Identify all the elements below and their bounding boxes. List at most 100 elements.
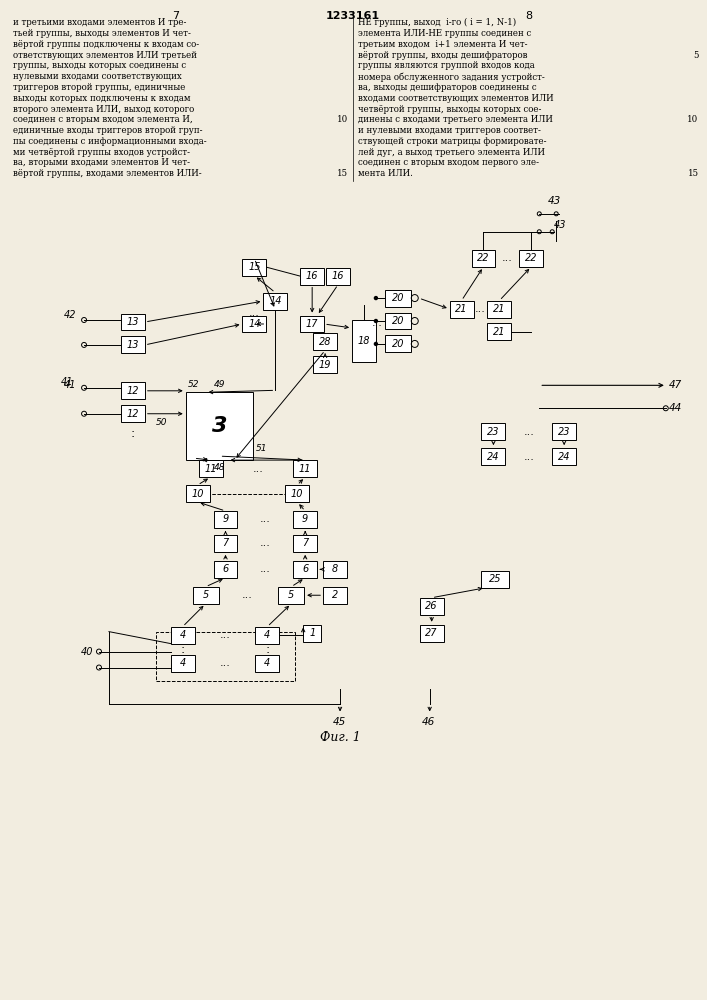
Text: 4: 4 — [180, 630, 186, 640]
Text: ...: ... — [372, 318, 383, 328]
Text: 17: 17 — [306, 319, 318, 329]
Text: 19: 19 — [319, 360, 332, 370]
Bar — [481, 571, 509, 588]
Text: соединен с вторым входом первого эле-: соединен с вторым входом первого эле- — [358, 158, 539, 167]
Bar — [121, 336, 145, 353]
Circle shape — [375, 342, 378, 345]
Text: 9: 9 — [223, 514, 228, 524]
Text: 8: 8 — [526, 11, 533, 21]
Text: 47: 47 — [669, 380, 682, 390]
Text: 41: 41 — [61, 377, 73, 387]
Text: 43: 43 — [548, 196, 561, 206]
Text: 13: 13 — [127, 317, 139, 327]
Text: 12: 12 — [127, 409, 139, 419]
Bar — [293, 535, 317, 552]
Bar — [186, 392, 253, 460]
Text: НЕ группы, выход  i-го ( i = 1, N-1): НЕ группы, выход i-го ( i = 1, N-1) — [358, 18, 516, 27]
Text: 20: 20 — [392, 339, 404, 349]
Bar — [481, 423, 506, 440]
Text: 13: 13 — [127, 340, 139, 350]
Text: 45: 45 — [332, 717, 346, 727]
Bar — [487, 323, 511, 340]
Bar — [170, 627, 194, 644]
Text: 1233161: 1233161 — [326, 11, 380, 21]
Text: 48: 48 — [214, 463, 226, 472]
Bar — [450, 301, 474, 318]
Bar — [121, 405, 145, 422]
Bar — [385, 290, 411, 307]
Text: 4: 4 — [180, 658, 186, 668]
Text: ...: ... — [260, 564, 271, 574]
Bar — [214, 511, 238, 528]
Text: и третьими входами элементов И тре-: и третьими входами элементов И тре- — [13, 18, 187, 27]
Text: 6: 6 — [302, 564, 308, 574]
Bar — [420, 598, 444, 615]
Text: 20: 20 — [392, 293, 404, 303]
Text: ствующей строки матрицы формировате-: ствующей строки матрицы формировате- — [358, 137, 547, 146]
Text: третьим входом  i+1 элемента И чет-: третьим входом i+1 элемента И чет- — [358, 40, 527, 49]
Text: номера обслуженного задания устройст-: номера обслуженного задания устройст- — [358, 72, 544, 82]
Bar — [326, 268, 350, 285]
Bar — [385, 335, 411, 352]
Text: второго элемента ИЛИ, выход которого: второго элемента ИЛИ, выход которого — [13, 105, 194, 114]
Text: 10: 10 — [291, 489, 303, 499]
Text: 15: 15 — [687, 169, 699, 178]
Text: ...: ... — [252, 464, 263, 474]
Text: 41: 41 — [64, 380, 76, 390]
Text: пы соединены с информационными входа-: пы соединены с информационными входа- — [13, 137, 207, 146]
Text: 26: 26 — [426, 601, 438, 611]
Bar — [313, 356, 337, 373]
Text: 5: 5 — [288, 590, 294, 600]
Bar — [186, 485, 209, 502]
Bar — [214, 561, 238, 578]
Text: выходы которых подключены к входам: выходы которых подключены к входам — [13, 94, 191, 103]
Text: и нулевыми входами триггеров соответ-: и нулевыми входами триггеров соответ- — [358, 126, 541, 135]
Bar — [192, 587, 218, 604]
Text: 23: 23 — [558, 427, 571, 437]
Text: ми четвёртой группы входов устройст-: ми четвёртой группы входов устройст- — [13, 148, 190, 157]
Bar — [323, 561, 347, 578]
Text: соединен с вторым входом элемента И,: соединен с вторым входом элемента И, — [13, 115, 193, 124]
Text: 14: 14 — [248, 319, 261, 329]
Text: 9: 9 — [302, 514, 308, 524]
Text: 15: 15 — [248, 262, 261, 272]
Bar — [199, 460, 223, 477]
Text: 43: 43 — [554, 220, 567, 230]
Text: 10: 10 — [337, 115, 348, 124]
Text: 40: 40 — [81, 647, 93, 657]
Text: вёртой группы, входы дешифраторов: вёртой группы, входы дешифраторов — [358, 51, 527, 60]
Bar — [472, 250, 496, 267]
Bar — [293, 460, 317, 477]
Text: 27: 27 — [426, 628, 438, 638]
Bar — [520, 250, 543, 267]
Text: 44: 44 — [669, 403, 682, 413]
Text: ...: ... — [523, 427, 534, 437]
Text: ...: ... — [475, 304, 486, 314]
Text: лей дуг, а выход третьего элемента ИЛИ: лей дуг, а выход третьего элемента ИЛИ — [358, 148, 545, 157]
Text: нулевыми входами соответствующих: нулевыми входами соответствующих — [13, 72, 182, 81]
Text: 46: 46 — [422, 717, 436, 727]
Bar — [243, 316, 267, 332]
Bar — [352, 320, 376, 362]
Text: 22: 22 — [525, 253, 537, 263]
Text: 11: 11 — [299, 464, 312, 474]
Text: 4: 4 — [264, 658, 271, 668]
Bar — [293, 511, 317, 528]
Bar — [170, 655, 194, 672]
Text: четвёртой группы, выходы которых соe-: четвёртой группы, выходы которых соe- — [358, 105, 542, 114]
Bar — [300, 268, 324, 285]
Text: ...: ... — [502, 253, 513, 263]
Text: 42: 42 — [64, 310, 76, 320]
Text: ва, вторыми входами элементов И чет-: ва, вторыми входами элементов И чет- — [13, 158, 190, 167]
Text: ...: ... — [220, 630, 230, 640]
Bar — [285, 485, 309, 502]
Text: элемента ИЛИ-НЕ группы соединен с: элемента ИЛИ-НЕ группы соединен с — [358, 29, 531, 38]
Bar — [121, 382, 145, 399]
Text: 6: 6 — [223, 564, 228, 574]
Bar — [323, 587, 347, 604]
Text: 21: 21 — [455, 304, 468, 314]
Text: вёртой группы, входами элементов ИЛИ-: вёртой группы, входами элементов ИЛИ- — [13, 169, 202, 178]
Text: ...: ... — [260, 514, 271, 524]
Text: 10: 10 — [192, 489, 204, 499]
Text: 21: 21 — [493, 327, 506, 337]
